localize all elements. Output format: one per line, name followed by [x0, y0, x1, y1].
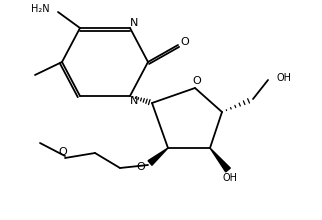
- Text: N: N: [130, 18, 138, 28]
- Text: O: O: [136, 162, 145, 172]
- Text: O: O: [59, 147, 67, 157]
- Text: N: N: [130, 96, 138, 106]
- Text: OH: OH: [223, 173, 238, 183]
- Text: H₂N: H₂N: [31, 4, 50, 14]
- Polygon shape: [148, 148, 168, 165]
- Text: O: O: [181, 37, 189, 47]
- Text: O: O: [193, 76, 201, 86]
- Text: OH: OH: [277, 73, 292, 83]
- Polygon shape: [210, 148, 230, 172]
